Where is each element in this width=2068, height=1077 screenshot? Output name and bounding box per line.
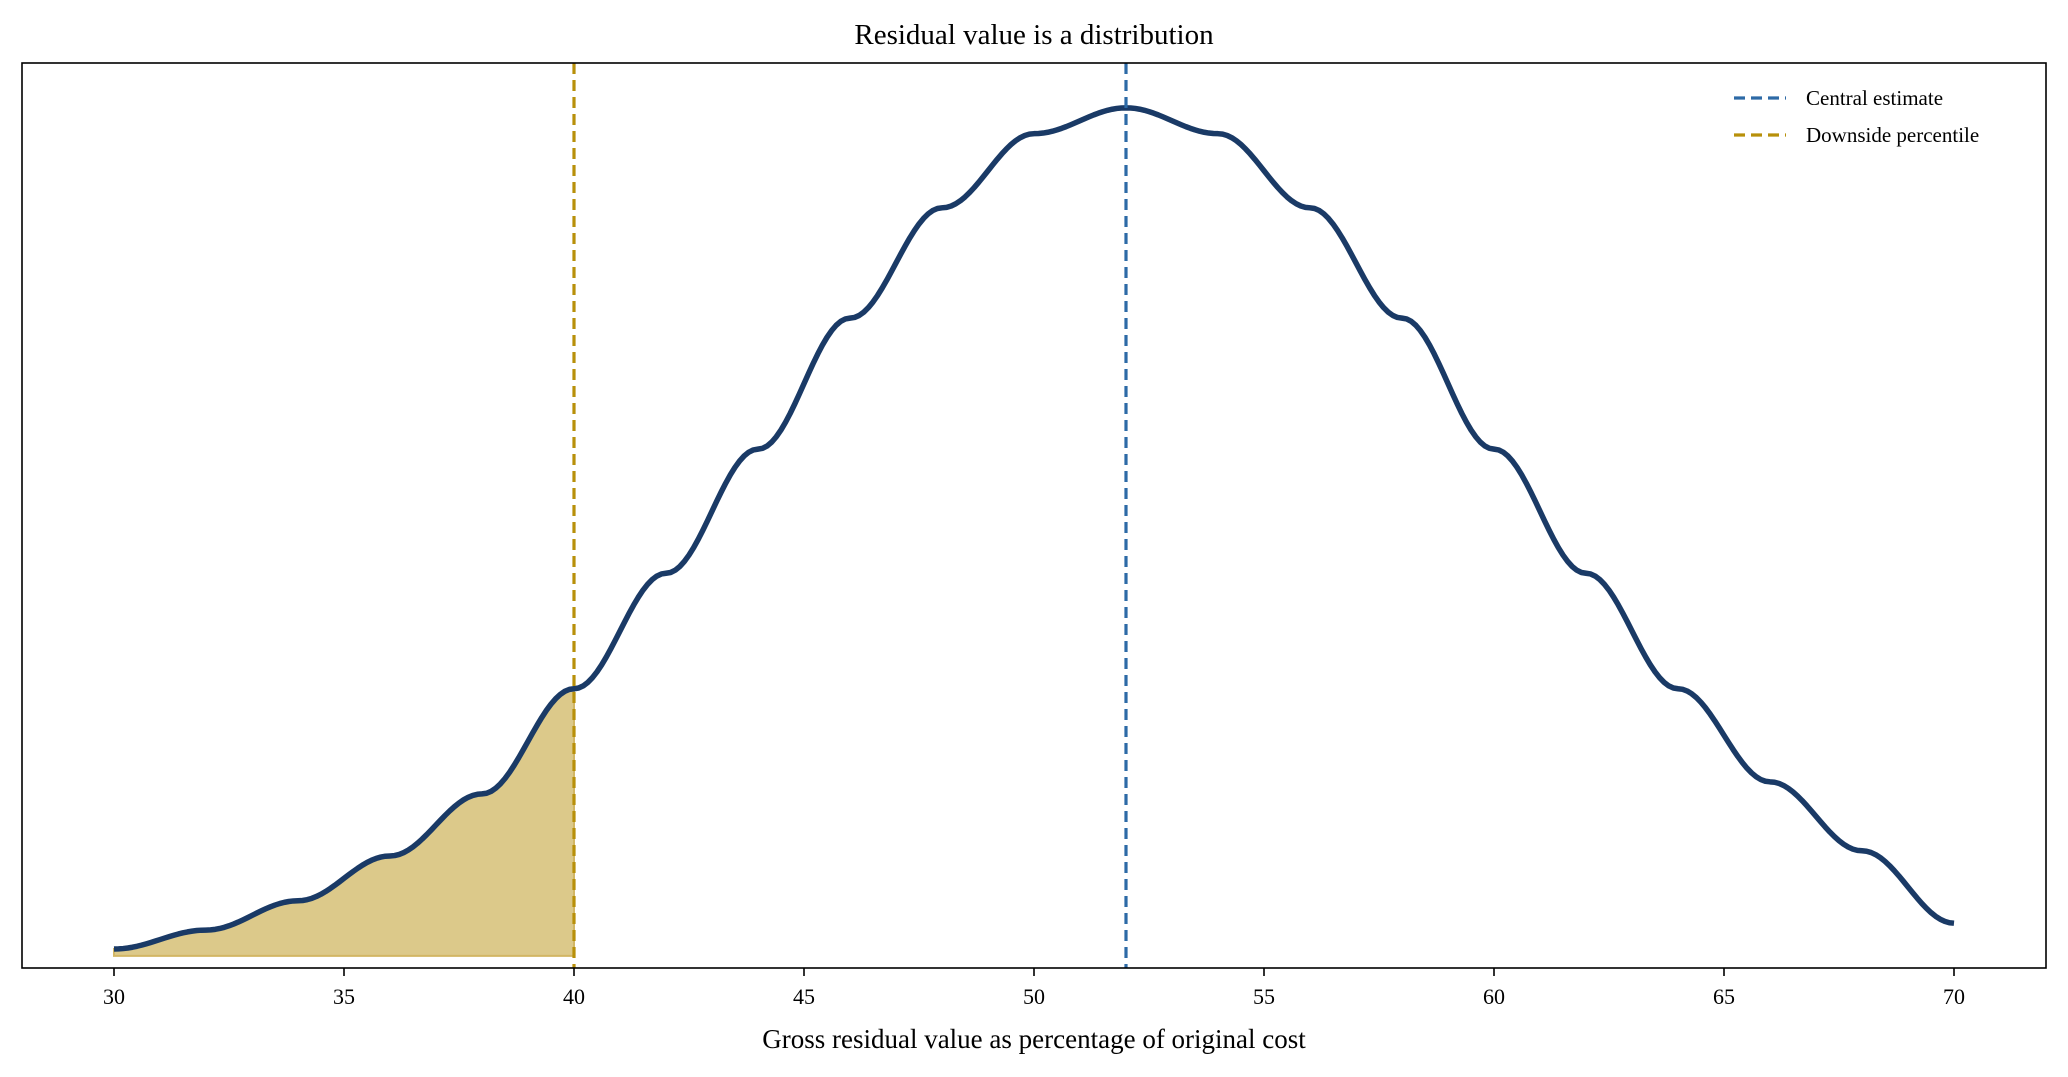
x-tick-label: 60 <box>1483 984 1505 1009</box>
x-axis-label: Gross residual value as percentage of or… <box>762 1024 1306 1054</box>
x-tick-label: 45 <box>793 984 815 1009</box>
plot-area <box>113 63 1955 968</box>
legend-label-downside-percentile: Downside percentile <box>1806 123 1979 147</box>
x-tick-label: 30 <box>103 984 125 1009</box>
chart-title: Residual value is a distribution <box>854 19 1214 51</box>
plot-frame <box>21 62 2047 969</box>
downside-tail-shading <box>113 687 575 957</box>
x-tick-label: 50 <box>1023 984 1045 1009</box>
x-tick-label: 55 <box>1253 984 1275 1009</box>
x-tick-label: 35 <box>333 984 355 1009</box>
density-curve <box>113 105 1955 952</box>
x-tick-label: 40 <box>563 984 585 1009</box>
x-tick-label: 70 <box>1943 984 1965 1009</box>
x-axis: 30 35 40 45 50 55 60 65 70 <box>103 968 1965 1009</box>
x-tick-label: 65 <box>1713 984 1735 1009</box>
legend: Central estimate Downside percentile <box>1734 86 1979 147</box>
legend-label-central-estimate: Central estimate <box>1806 86 1943 110</box>
